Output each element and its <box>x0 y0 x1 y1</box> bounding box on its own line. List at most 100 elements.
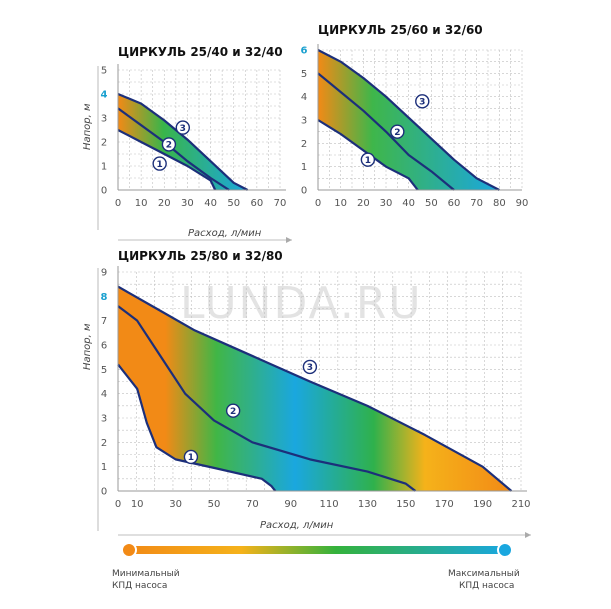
curve-label-3: 3 <box>180 124 186 134</box>
x-tick-label: 60 <box>448 198 461 209</box>
min-efficiency-marker <box>121 542 137 558</box>
efficiency-area <box>118 286 512 491</box>
curve-label-marker <box>360 152 376 167</box>
curve-label-marker <box>225 403 241 418</box>
x-arrowhead <box>525 532 531 538</box>
x-tick-label: 170 <box>435 499 454 510</box>
y-tick-label: 3 <box>101 114 107 125</box>
y-tick-label: 6 <box>301 46 308 57</box>
x-tick-label: 10 <box>334 198 347 209</box>
y-tick-label: 6 <box>101 341 107 352</box>
y-tick-label: 4 <box>101 389 107 400</box>
x-tick-label: 30 <box>380 198 393 209</box>
efficiency-gradient-bar <box>128 546 506 554</box>
y-tick-label: 0 <box>301 186 307 197</box>
y-tick-label: 7 <box>101 316 107 327</box>
y-tick-label: 0 <box>101 186 107 197</box>
x-tick-label: 70 <box>246 499 259 510</box>
y-axis-label: Напор, м <box>82 323 93 370</box>
y-axis-label: Напор, м <box>82 103 93 150</box>
y-tick-label: 5 <box>101 66 107 77</box>
y-tick-label: 1 <box>101 162 107 173</box>
efficiency-area <box>118 94 248 190</box>
x-tick-label: 40 <box>402 198 415 209</box>
y-tick-label: 5 <box>301 69 307 80</box>
y-tick-label: 3 <box>301 116 307 127</box>
curve-1 <box>117 363 277 492</box>
curve-1 <box>117 129 217 191</box>
curve-label-marker <box>183 449 199 465</box>
curve-label-2: 2 <box>394 128 400 138</box>
legend-min-sublabel: КПД насоса <box>112 581 167 591</box>
x-axis-label: Расход, л/мин <box>188 228 262 239</box>
x-tick-label: 210 <box>511 499 530 510</box>
x-tick-label: 110 <box>320 499 339 510</box>
curve-label-1: 1 <box>365 156 371 166</box>
x-tick-label: 0 <box>115 198 121 209</box>
x-tick-label: 90 <box>516 198 529 209</box>
y-tick-label: 0 <box>101 487 107 498</box>
curve-label-2: 2 <box>166 141 172 151</box>
curve-3 <box>117 92 249 191</box>
x-tick-label: 70 <box>470 198 483 209</box>
y-tick-label: 9 <box>101 268 107 279</box>
chart-title: ЦИРКУЛЬ 25/60 и 32/60 <box>318 23 483 37</box>
y-tick-label: 8 <box>101 292 108 303</box>
x-tick-label: 50 <box>227 198 240 209</box>
chart-title: ЦИРКУЛЬ 25/80 и 32/80 <box>118 249 283 263</box>
x-tick-label: 0 <box>115 499 121 510</box>
x-tick-label: 70 <box>274 198 287 209</box>
x-tick-label: 30 <box>169 499 182 510</box>
x-tick-label: 10 <box>135 198 148 209</box>
y-tick-label: 3 <box>101 414 107 425</box>
legend-max-sublabel: КПД насоса <box>459 581 514 591</box>
x-tick-label: 30 <box>181 198 194 209</box>
max-efficiency-marker <box>497 542 513 558</box>
x-tick-label: 130 <box>358 499 377 510</box>
y-tick-label: 5 <box>101 365 107 376</box>
curve-3 <box>117 285 513 492</box>
curve-label-marker <box>390 124 405 139</box>
curve-3 <box>317 49 500 191</box>
y-tick-label: 2 <box>101 138 107 149</box>
curve-label-marker <box>161 137 177 152</box>
curve-label-2: 2 <box>230 407 236 417</box>
y-tick-label: 1 <box>301 162 307 173</box>
x-tick-label: 20 <box>357 198 370 209</box>
curve-2 <box>117 305 417 492</box>
efficiency-legend: Минимальный КПД насоса Максимальный КПД … <box>112 542 520 591</box>
x-tick-label: 40 <box>204 198 217 209</box>
curve-label-1: 1 <box>188 453 194 463</box>
x-tick-label: 20 <box>158 198 171 209</box>
watermark: LUNDA.RU <box>180 278 423 329</box>
efficiency-area <box>318 50 500 190</box>
x-tick-label: 60 <box>250 198 263 209</box>
x-tick-label: 150 <box>396 499 415 510</box>
y-tick-label: 1 <box>101 462 107 473</box>
x-tick-label: 90 <box>284 499 297 510</box>
x-tick-label: 80 <box>493 198 506 209</box>
curve-2 <box>317 72 455 191</box>
x-arrowhead <box>286 237 292 243</box>
curve-label-3: 3 <box>419 98 425 108</box>
chart-title: ЦИРКУЛЬ 25/40 и 32/40 <box>118 45 283 59</box>
legend-max-label: Максимальный <box>448 569 520 579</box>
curve-label-3: 3 <box>307 363 313 373</box>
x-tick-label: 190 <box>473 499 492 510</box>
curve-2 <box>117 107 230 191</box>
x-tick-label: 0 <box>315 198 321 209</box>
y-tick-label: 2 <box>301 139 307 150</box>
y-tick-label: 2 <box>101 438 107 449</box>
x-tick-label: 50 <box>425 198 438 209</box>
y-tick-label: 4 <box>101 90 108 101</box>
curve-label-marker <box>152 156 167 171</box>
x-tick-label: 10 <box>131 499 144 510</box>
curve-label-1: 1 <box>157 160 163 170</box>
x-axis-label: Расход, л/мин <box>260 520 334 531</box>
x-tick-label: 50 <box>208 499 221 510</box>
curve-label-marker <box>415 94 430 109</box>
